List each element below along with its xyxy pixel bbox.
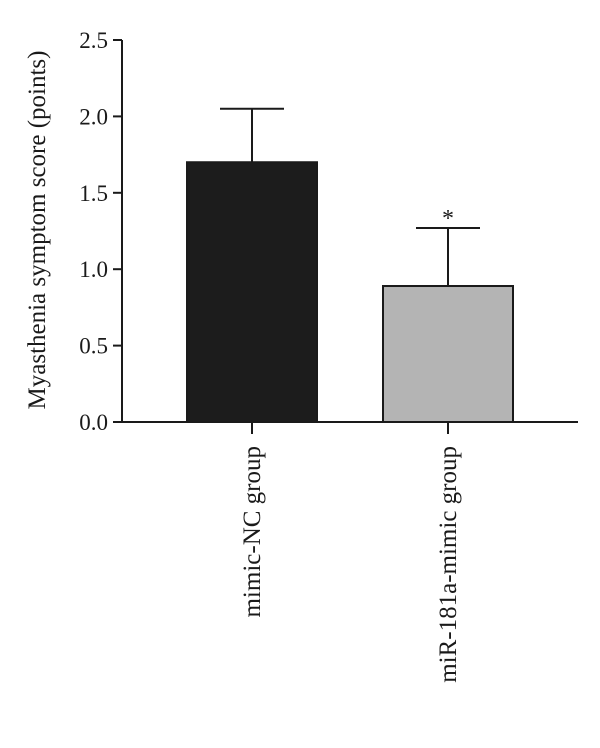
y-tick-label: 1.0	[79, 257, 108, 282]
y-axis-title: Myasthenia symptom score (points)	[24, 51, 51, 410]
y-tick-label: 1.5	[79, 181, 108, 206]
y-tick-label: 0.0	[79, 410, 108, 435]
y-tick-label: 2.5	[79, 28, 108, 53]
bar	[186, 161, 318, 424]
x-tick-label: mimic-NC group	[239, 446, 266, 618]
y-tick-label: 0.5	[79, 334, 108, 359]
bar	[382, 285, 514, 423]
significance-marker: *	[442, 206, 454, 232]
x-tick-label: miR-181a-mimic group	[435, 446, 462, 683]
plot-area: 0.0 0.5 1.0 1.5 2.0 2.5 mimic-NC group * miR-181…	[79, 28, 578, 683]
y-tick-label: 2.0	[79, 104, 108, 129]
